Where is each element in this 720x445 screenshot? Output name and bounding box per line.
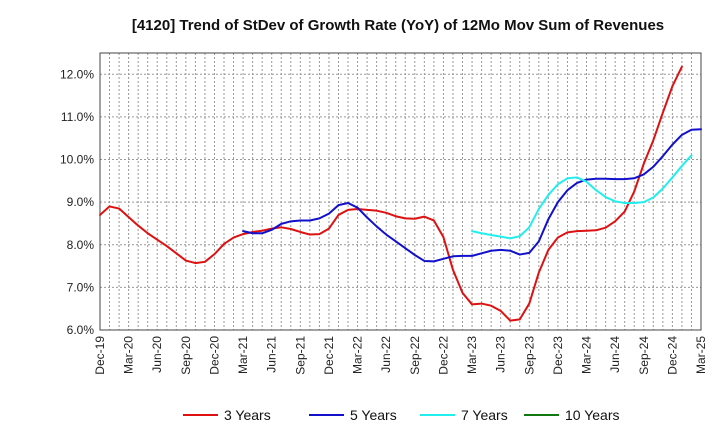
y-tick-label: 12.0% <box>60 67 94 81</box>
x-tick-label: Sep-22 <box>408 336 422 375</box>
y-tick-label: 8.0% <box>67 238 95 252</box>
x-tick-label: Mar-25 <box>694 336 708 374</box>
series-line-7-years <box>471 154 693 240</box>
series-line-3-years <box>99 65 683 322</box>
x-tick-label: Mar-24 <box>580 336 594 374</box>
x-tick-label: Jun-24 <box>608 336 622 373</box>
grid-layer <box>100 53 701 331</box>
x-tick-label: Sep-20 <box>179 336 193 375</box>
legend: 3 Years 5 Years 7 Years 10 Years <box>183 407 620 423</box>
legend-label: 7 Years <box>461 407 508 423</box>
legend-item: 7 Years <box>420 407 508 423</box>
x-tick-label: Dec-23 <box>551 336 565 375</box>
legend-label: 3 Years <box>224 407 271 423</box>
x-tick-label: Dec-22 <box>436 336 450 375</box>
x-tick-label: Mar-21 <box>236 336 250 374</box>
x-tick-label: Sep-24 <box>637 336 651 375</box>
x-tick-label: Jun-22 <box>379 336 393 373</box>
y-tick-label: 11.0% <box>61 110 94 124</box>
x-axis: Dec-19 Mar-20 Jun-20 Sep-20 Dec-20 Mar-21 Jun-… <box>93 336 708 375</box>
x-tick-label: Dec-20 <box>207 336 221 375</box>
x-tick-label: Mar-23 <box>465 336 479 374</box>
legend-item: 10 Years <box>524 407 620 423</box>
legend-label: 5 Years <box>350 407 397 423</box>
x-tick-label: Jun-21 <box>265 336 279 373</box>
x-tick-label: Dec-21 <box>322 336 336 375</box>
x-tick-label: Mar-22 <box>351 336 365 374</box>
y-tick-label: 6.0% <box>67 323 95 337</box>
y-axis: 6.0% 7.0% 8.0% 9.0% 10.0% 11.0% 12.0% <box>60 67 94 337</box>
legend-label: 10 Years <box>565 407 620 423</box>
x-tick-label: Mar-20 <box>122 336 136 374</box>
x-tick-label: Dec-19 <box>93 336 107 375</box>
series-layer <box>99 65 702 322</box>
x-tick-label: Jun-23 <box>494 336 508 373</box>
y-tick-label: 9.0% <box>67 195 95 209</box>
plot-frame <box>99 52 702 331</box>
y-tick-label: 7.0% <box>67 280 95 294</box>
x-tick-label: Dec-24 <box>665 336 679 375</box>
legend-item: 5 Years <box>309 407 397 423</box>
y-tick-label: 10.0% <box>60 153 94 167</box>
chart-title: [4120] Trend of StDev of Growth Rate (Yo… <box>132 17 664 34</box>
series-line-5-years <box>242 128 702 263</box>
legend-item: 3 Years <box>183 407 271 423</box>
x-tick-label: Jun-20 <box>150 336 164 373</box>
x-tick-label: Sep-23 <box>522 336 536 375</box>
x-tick-label: Sep-21 <box>293 336 307 375</box>
